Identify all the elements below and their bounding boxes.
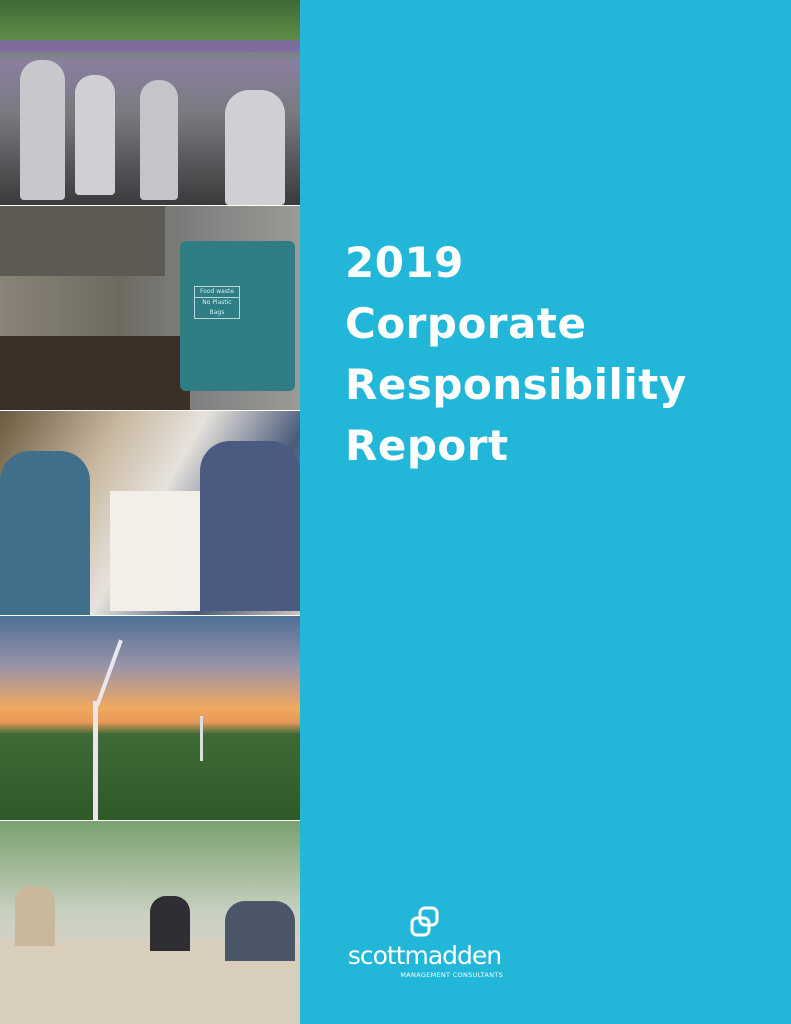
scottmadden-logo: scottmadden MANAGEMENT CONSULTANTS [342,905,507,979]
brand-name: scottmadden [347,941,502,970]
photo-team-meeting [0,821,300,1024]
photo-charity-walk [0,0,300,205]
photo-volunteers [0,411,300,615]
cover-panel: 2019 Corporate Responsibility Report sco… [300,0,791,1024]
photo-food-waste-bin [0,206,300,410]
title-line: Responsibility [345,360,687,409]
brand-tagline: MANAGEMENT CONSULTANTS [400,971,503,979]
title-line: Report [345,421,509,470]
report-title: 2019 Corporate Responsibility Report [345,232,687,476]
bin-label: Food waste No Plastic Bags [194,286,240,319]
interlocking-squares-icon [410,906,438,937]
photo-wind-turbines [0,616,300,820]
photo-column: Food waste No Plastic Bags [0,0,300,1024]
title-line: Corporate [345,299,587,348]
title-line: 2019 [345,238,464,287]
